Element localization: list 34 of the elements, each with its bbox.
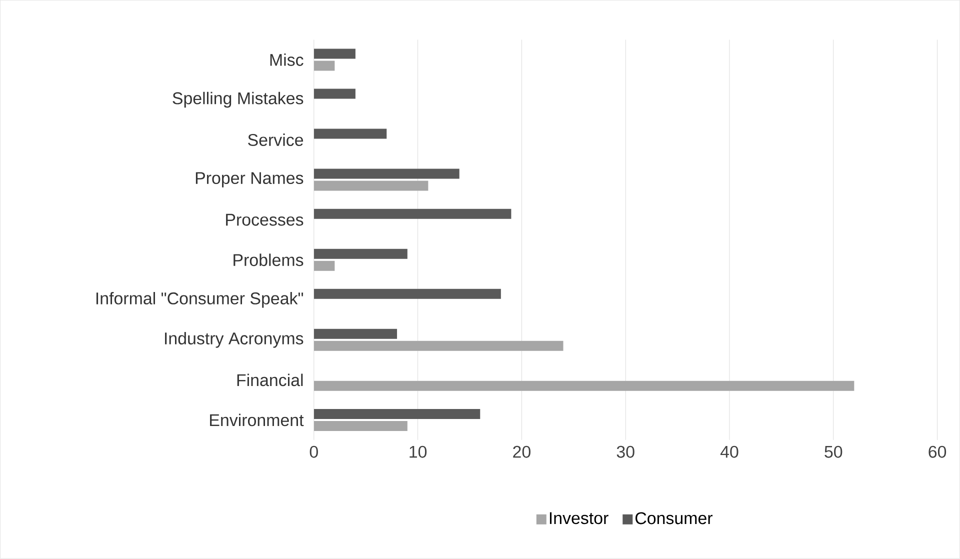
bar: [314, 381, 854, 392]
bar: [314, 248, 408, 259]
x-tick-label: 40: [720, 446, 738, 458]
y-tick-label: Industry Acronyms: [165, 332, 304, 348]
bar: [314, 128, 387, 139]
y-tick-label: Processes: [226, 214, 304, 226]
y-tick-label: Spelling Mistakes: [172, 92, 304, 108]
x-tick-label: 10: [410, 446, 427, 458]
bar: [314, 329, 398, 340]
x-tick-label: 30: [616, 446, 634, 458]
y-tick-label: Service: [248, 134, 304, 146]
bar: [314, 60, 335, 71]
y-tick-label: Environment: [210, 414, 304, 426]
x-tick-label: 20: [513, 446, 530, 458]
y-tick-label: Informal "Consumer Speak": [96, 292, 304, 308]
y-tick-label: Financial: [237, 374, 303, 386]
legend-label: Investor: [550, 512, 608, 524]
bar: [314, 289, 501, 300]
bar: [314, 260, 335, 271]
y-tick-label: Misc: [270, 54, 304, 66]
bar: [314, 180, 428, 191]
bar: [314, 168, 460, 179]
y-tick-label: Problems: [234, 254, 304, 266]
x-tick-label: 60: [928, 446, 946, 458]
bar: [314, 208, 512, 219]
bar: [314, 88, 356, 99]
bar: [314, 48, 356, 59]
x-tick-label: 50: [824, 446, 842, 458]
x-tick-label: 0: [310, 446, 318, 458]
legend-label: Consumer: [635, 512, 713, 524]
bar: [314, 421, 408, 432]
bar: [314, 341, 564, 352]
bar: [314, 409, 480, 420]
y-tick-label: Proper Names: [196, 172, 304, 188]
